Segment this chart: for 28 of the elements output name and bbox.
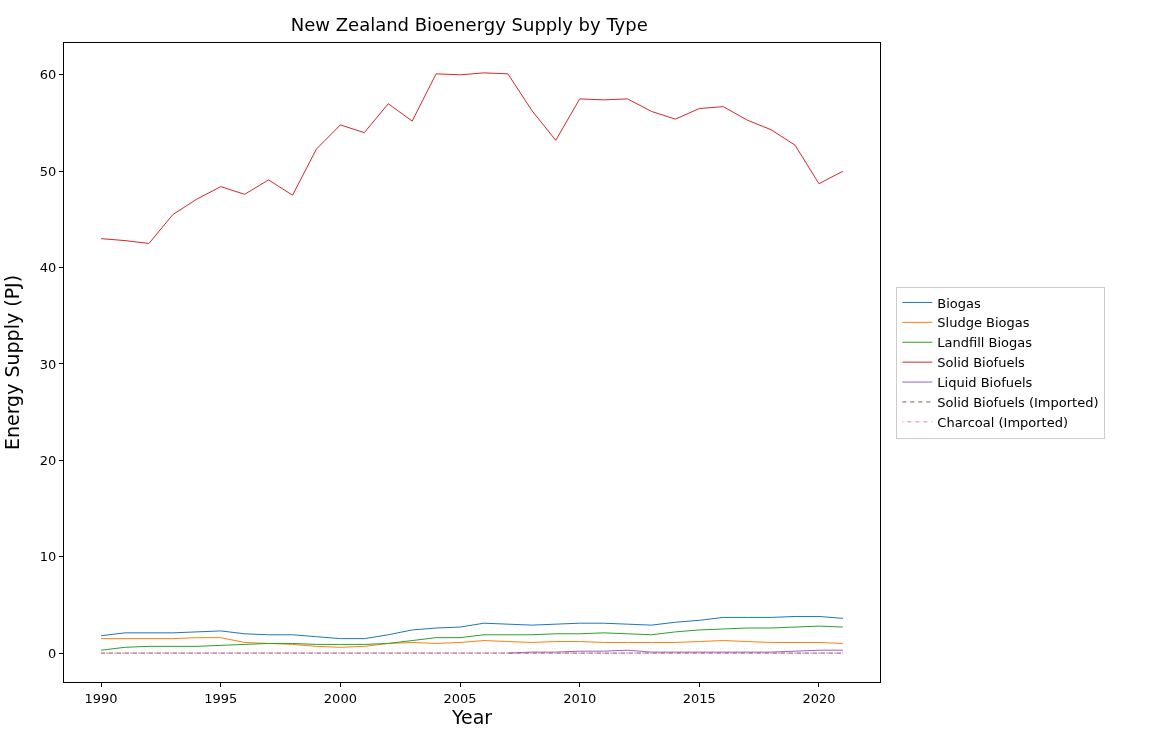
y-axis-title: Energy Supply (PJ)	[0, 274, 23, 451]
y-tick-label: 0	[48, 645, 57, 661]
y-tick-label: 20	[39, 452, 57, 468]
x-axis-title: Year	[450, 705, 493, 728]
line-series	[100, 615, 844, 640]
legend-label: Solid Biofuels (Imported)	[937, 395, 1099, 411]
x-tick-label: 2020	[802, 690, 836, 706]
x-tick-label: 1990	[84, 690, 118, 706]
y-tick-label: 50	[39, 163, 57, 179]
legend-label: Landfill Biogas	[937, 335, 1033, 351]
legend-label: Sludge Biogas	[937, 315, 1030, 331]
x-tick-label: 2010	[563, 690, 597, 706]
x-tick-label: 1995	[204, 690, 238, 706]
y-tick-label: 10	[39, 549, 57, 565]
x-tick-label: 2015	[682, 690, 716, 706]
x-tick-label: 2005	[443, 690, 477, 706]
line-series	[100, 637, 844, 648]
legend-label: Biogas	[937, 295, 982, 311]
x-tick-label: 2000	[323, 690, 357, 706]
line-series	[100, 72, 844, 244]
chart-title: New Zealand Bioenergy Supply by Type	[290, 13, 648, 35]
y-tick-label: 30	[39, 356, 57, 372]
y-tick-label: 60	[39, 67, 57, 83]
y-tick-label: 40	[39, 260, 57, 276]
legend-label: Solid Biofuels	[937, 355, 1026, 371]
line-series	[100, 625, 844, 651]
legend-label: Liquid Biofuels	[937, 375, 1033, 391]
legend-label: Charcoal (Imported)	[937, 414, 1069, 430]
